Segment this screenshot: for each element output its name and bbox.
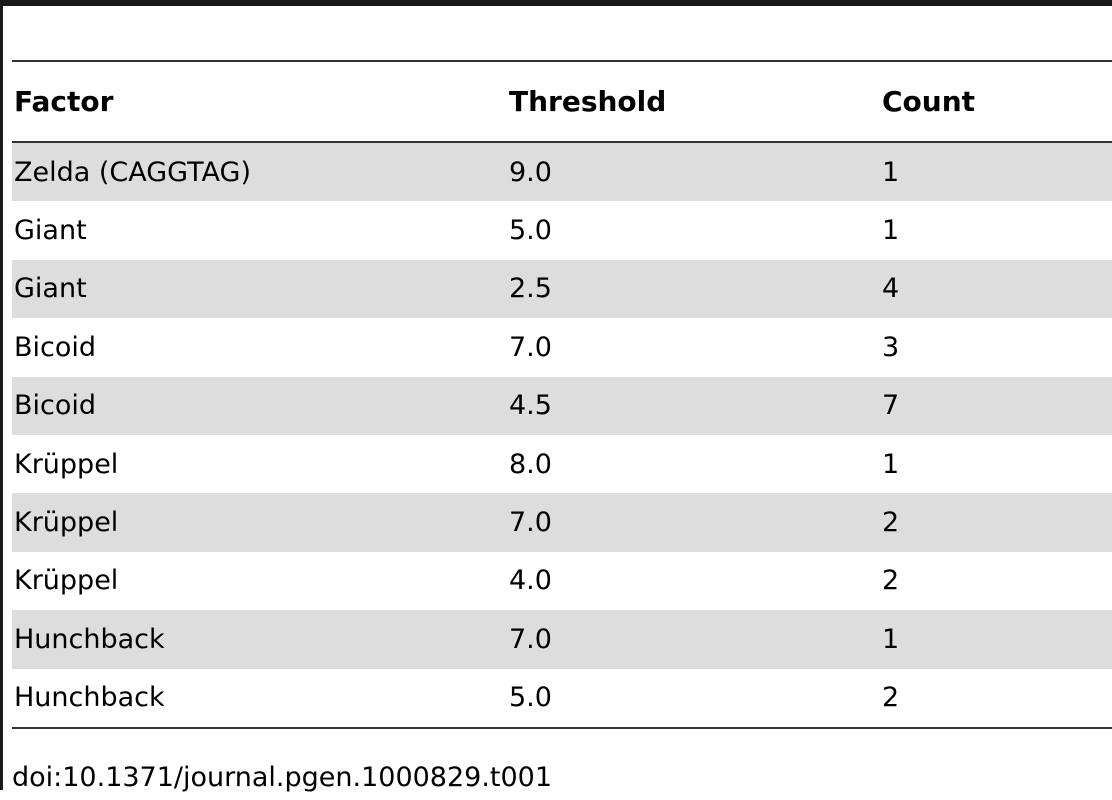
table-row: Giant 2.5 4 xyxy=(12,259,1112,319)
cell-threshold: 5.0 xyxy=(509,682,552,714)
cell-threshold: 7.0 xyxy=(509,623,552,655)
table-bottom-rule xyxy=(12,726,1112,729)
cell-factor: Zelda (CAGGTAG) xyxy=(14,156,251,188)
top-border xyxy=(0,0,1112,6)
table-top-rule xyxy=(12,60,1112,62)
header-threshold: Threshold xyxy=(509,85,667,118)
cell-factor: Giant xyxy=(14,215,87,247)
cell-factor: Krüppel xyxy=(14,565,119,597)
table-row: Krüppel 7.0 2 xyxy=(12,493,1112,552)
table-row: Krüppel 8.0 1 xyxy=(12,435,1112,493)
cell-threshold: 9.0 xyxy=(509,156,552,188)
cell-threshold: 7.0 xyxy=(509,507,552,539)
cell-factor: Giant xyxy=(14,273,87,305)
table-row: Hunchback 5.0 2 xyxy=(12,669,1112,727)
header-count: Count xyxy=(882,85,976,118)
cell-count: 2 xyxy=(882,507,900,539)
left-border xyxy=(0,0,3,790)
cell-threshold: 5.0 xyxy=(509,215,552,247)
cell-count: 1 xyxy=(882,215,900,247)
cell-factor: Hunchback xyxy=(14,623,165,655)
cell-count: 4 xyxy=(882,273,900,305)
cell-count: 1 xyxy=(882,623,900,655)
header-factor: Factor xyxy=(14,85,114,118)
cell-threshold: 4.0 xyxy=(509,565,552,597)
table-header-rule xyxy=(12,141,1112,143)
table-row: Giant 5.0 1 xyxy=(12,201,1112,259)
cell-factor: Krüppel xyxy=(14,507,119,539)
cell-count: 2 xyxy=(882,682,900,714)
cell-threshold: 4.5 xyxy=(509,390,552,422)
table-doi-footnote: doi:10.1371/journal.pgen.1000829.t001 xyxy=(12,762,553,793)
data-table: Factor Threshold Count Zelda (CAGGTAG) 9… xyxy=(12,60,1112,729)
cell-count: 7 xyxy=(882,390,900,422)
cell-threshold: 8.0 xyxy=(509,448,552,480)
cell-count: 1 xyxy=(882,156,900,188)
cell-count: 1 xyxy=(882,448,900,480)
table-row: Krüppel 4.0 2 xyxy=(12,552,1112,610)
cell-factor: Hunchback xyxy=(14,682,165,714)
table-row: Zelda (CAGGTAG) 9.0 1 xyxy=(12,143,1112,202)
table-row: Bicoid 4.5 7 xyxy=(12,376,1112,435)
table-header-row: Factor Threshold Count xyxy=(12,62,1112,141)
cell-count: 3 xyxy=(882,331,900,363)
table-row: Hunchback 7.0 1 xyxy=(12,610,1112,669)
cell-count: 2 xyxy=(882,565,900,597)
cell-threshold: 2.5 xyxy=(509,273,552,305)
cell-factor: Bicoid xyxy=(14,331,97,363)
cell-factor: Bicoid xyxy=(14,390,97,422)
table-row: Bicoid 7.0 3 xyxy=(12,318,1112,376)
cell-threshold: 7.0 xyxy=(509,331,552,363)
cell-factor: Krüppel xyxy=(14,448,119,480)
